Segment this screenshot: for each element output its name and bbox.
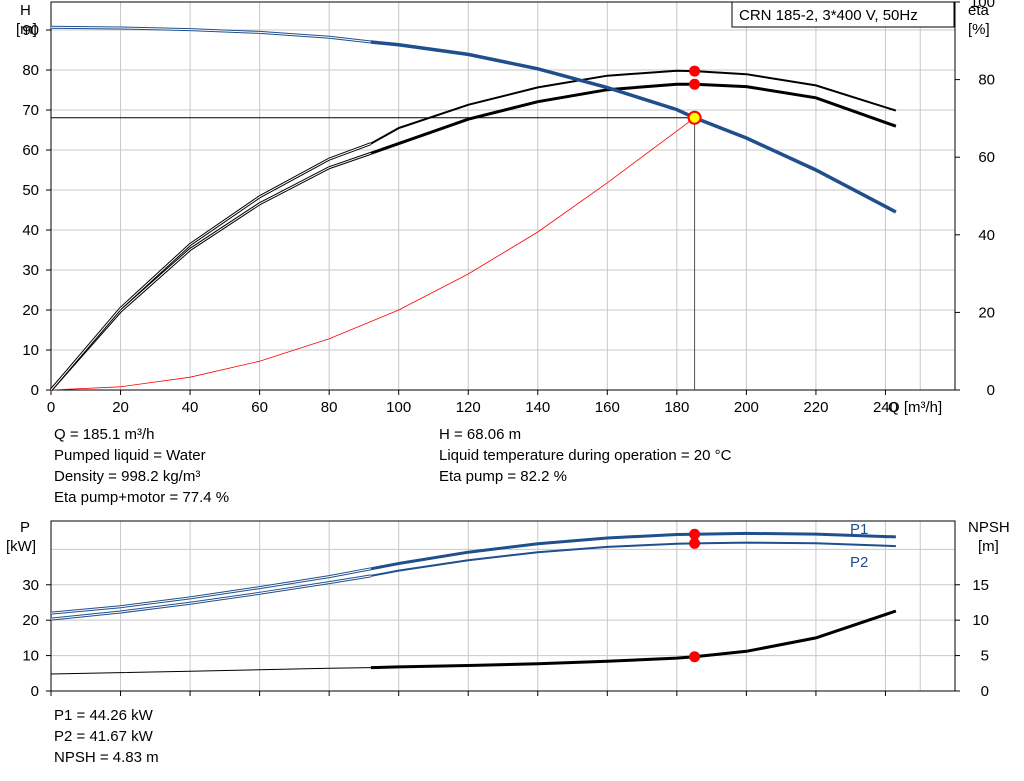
npsh-axis-label: NPSH [968, 519, 1010, 536]
x-tick-label: 200 [734, 399, 759, 416]
info-h: H = 68.06 m [439, 426, 522, 443]
chart-title: CRN 185-2, 3*400 V, 50Hz [739, 7, 918, 24]
p-tick-label: 10 [22, 648, 39, 665]
y-tick-label-left: 50 [22, 182, 39, 199]
npsh-tick-label: 0 [981, 683, 989, 700]
y-tick-label-left: 80 [22, 62, 39, 79]
plot-frame-top [50, 1, 956, 391]
x-tick-label: 140 [525, 399, 550, 416]
x-tick-label: 180 [664, 399, 689, 416]
info-liquid: Pumped liquid = Water [54, 447, 206, 464]
x-tick-label: 60 [251, 399, 268, 416]
p1-curve-low-outer [50, 567, 372, 615]
x-tick-label: 100 [386, 399, 411, 416]
head-curve-low-inner [50, 26, 371, 43]
y-tick-label-right: 0 [987, 382, 995, 399]
eta-pump-curve-high [370, 69, 897, 145]
info-p1: P1 = 44.26 kW [54, 707, 153, 724]
plot-frame-bottom [50, 520, 956, 692]
npsh-curve-low [50, 667, 371, 675]
p2-curve-low-outer [50, 574, 372, 621]
npsh-axis-unit: [m] [978, 538, 999, 555]
duty-point-p1 [689, 528, 701, 540]
y-tick-label-right: 20 [978, 304, 995, 321]
legend-p2: P2 [850, 554, 868, 571]
y-tick-label-right: 100 [970, 0, 995, 11]
y-tick-label-left: 60 [22, 142, 39, 159]
info-block-right: H = 68.06 m Liquid temperature during op… [439, 424, 731, 487]
info-p2: P2 = 41.67 kW [54, 728, 153, 745]
duty-point-eta-pump [689, 65, 701, 77]
y-axis-unit-left: [m] [16, 21, 37, 38]
eta-total-curve-low-inner [50, 152, 372, 391]
y-tick-label-left: 20 [22, 302, 39, 319]
info-temp: Liquid temperature during operation = 20… [439, 447, 732, 464]
p-axis-label: P [20, 519, 30, 536]
duty-point-head [687, 110, 702, 125]
x-tick-label: 80 [321, 399, 338, 416]
y-tick-label-right: 80 [978, 72, 995, 89]
x-tick-label: 240 [873, 399, 898, 416]
p1-curve-high [370, 531, 896, 571]
head-curve-low-outer [50, 25, 372, 44]
p1-curve-low-inner [50, 568, 371, 614]
y-tick-label-right: 40 [978, 227, 995, 244]
y-tick-label-left: 30 [22, 262, 39, 279]
eta-pump-curve-low-outer [49, 142, 372, 391]
x-axis-label: Q [m³/h] [888, 399, 942, 416]
p2-curve-high [370, 541, 896, 577]
eta-pump-curve-low-inner [50, 143, 372, 391]
info-npsh: NPSH = 4.83 m [54, 749, 159, 766]
info-q: Q = 185.1 m³/h [54, 426, 155, 443]
info-eta-total: Eta pump+motor = 77.4 % [54, 489, 230, 506]
head-curve-high [370, 40, 897, 214]
x-tick-label: 20 [112, 399, 129, 416]
system-curve [50, 117, 695, 391]
y-tick-label-left: 0 [31, 382, 39, 399]
p-tick-label: 30 [22, 577, 39, 594]
y-axis-unit-right: [%] [968, 21, 990, 38]
x-tick-label: 0 [47, 399, 55, 416]
y-tick-label-left: 90 [22, 22, 39, 39]
y-tick-label-right: 60 [978, 149, 995, 166]
legend-p1: P1 [850, 521, 868, 538]
info-eta-pump: Eta pump = 82.2 % [439, 468, 567, 485]
duty-point-eta-total [689, 78, 701, 90]
y-axis-label-left: H [20, 2, 31, 19]
y-tick-label-left: 70 [22, 102, 39, 119]
x-tick-label: 120 [456, 399, 481, 416]
x-tick-label: 220 [803, 399, 828, 416]
npsh-tick-label: 15 [972, 577, 989, 594]
p-axis-unit: [kW] [6, 538, 36, 555]
title-box [731, 1, 955, 28]
info-block-power: P1 = 44.26 kW P2 = 41.67 kW NPSH = 4.83 … [54, 705, 159, 768]
npsh-tick-label: 10 [972, 612, 989, 629]
duty-point-npsh [689, 651, 701, 663]
x-tick-label: 40 [182, 399, 199, 416]
info-density: Density = 998.2 kg/m³ [54, 468, 201, 485]
x-tick-label: 160 [595, 399, 620, 416]
npsh-curve-high [370, 609, 897, 670]
info-block-left: Q = 185.1 m³/h Pumped liquid = Water Den… [54, 424, 229, 508]
y-tick-label-left: 10 [22, 342, 39, 359]
eta-total-curve-low-outer [49, 151, 372, 391]
duty-point-p2 [689, 537, 701, 549]
p-tick-label: 20 [22, 612, 39, 629]
eta-total-curve-high [370, 82, 897, 155]
p-tick-label: 0 [31, 683, 39, 700]
p2-curve-low-inner [50, 575, 371, 620]
npsh-tick-label: 5 [981, 648, 989, 665]
y-axis-label-right: eta [968, 2, 990, 19]
y-tick-label-left: 40 [22, 222, 39, 239]
